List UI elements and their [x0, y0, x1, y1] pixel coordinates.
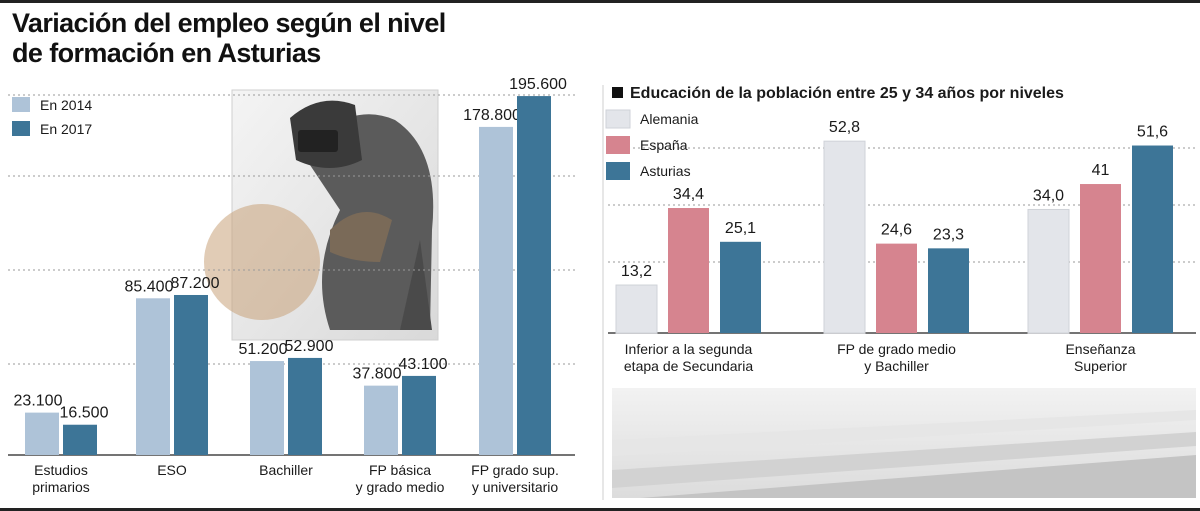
bar-2017	[288, 357, 322, 455]
chart-subtitle: Educación de la población entre 25 y 34 …	[630, 85, 1064, 102]
category-label: FP grado sup.	[471, 462, 559, 478]
page-title: Variación del empleo según el nivel de f…	[12, 8, 532, 68]
data-label: 16.500	[60, 405, 109, 422]
bar-2014	[364, 385, 398, 455]
title-square-icon	[612, 87, 623, 98]
category-label: Estudios	[34, 462, 88, 478]
bar-alemania	[1027, 208, 1070, 334]
bar-asturias	[720, 241, 761, 333]
category-label: FP de grado medio	[837, 341, 956, 357]
title-line-1: Variación del empleo según el nivel	[12, 8, 446, 38]
legend-label: En 2017	[40, 121, 92, 137]
bottom-rule	[0, 508, 1200, 511]
bar-asturias	[928, 248, 969, 333]
category-label: y grado medio	[356, 479, 445, 495]
category-label: FP básica	[369, 462, 431, 478]
bar-2014	[25, 412, 59, 455]
category-label: ESO	[157, 462, 187, 478]
data-label: 34,0	[1033, 187, 1064, 204]
bar-2017	[402, 375, 436, 455]
category-label: Bachiller	[259, 462, 313, 478]
bar-asturias	[1132, 145, 1173, 333]
bar-alemania	[615, 284, 658, 334]
data-label: 52,8	[829, 119, 860, 136]
legend-swatch	[12, 97, 30, 112]
category-label: y Bachiller	[864, 358, 929, 374]
legend-label: Alemania	[640, 111, 699, 127]
category-label: Enseñanza	[1065, 341, 1135, 357]
category-label: Superior	[1074, 358, 1127, 374]
data-label: 25,1	[725, 220, 756, 237]
data-label: 23,3	[933, 226, 964, 243]
bar-2017	[63, 424, 97, 455]
data-label: 87.200	[171, 275, 220, 292]
bar-2017	[517, 96, 551, 455]
legend-swatch	[606, 136, 630, 154]
bar-2014	[479, 126, 513, 455]
data-label: 51,6	[1137, 124, 1168, 141]
bar-españa	[1080, 184, 1121, 333]
category-label: etapa de Secundaria	[624, 358, 753, 374]
data-label: 13,2	[621, 263, 652, 280]
bar-alemania	[823, 140, 866, 334]
legend-swatch	[606, 162, 630, 180]
data-label: 52.900	[285, 338, 334, 355]
category-label: Inferior a la segunda	[625, 341, 753, 357]
category-label: y universitario	[472, 479, 559, 495]
top-rule	[0, 0, 1200, 3]
data-label: 24,6	[881, 222, 912, 239]
data-label: 43.100	[399, 356, 448, 373]
data-label: 195.600	[509, 76, 567, 93]
data-label: 23.100	[14, 393, 63, 410]
legend-label: Asturias	[640, 163, 691, 179]
legend-swatch	[605, 109, 631, 129]
education-chart: Educación de la población entre 25 y 34 …	[602, 85, 1196, 500]
bar-españa	[668, 208, 709, 333]
data-label: 37.800	[353, 366, 402, 383]
bar-2014	[250, 361, 284, 455]
classroom-photo	[612, 388, 1196, 498]
legend-label: España	[640, 137, 688, 153]
category-label: primarios	[32, 479, 90, 495]
legend-label: En 2014	[40, 97, 92, 113]
data-label: 51.200	[239, 341, 288, 358]
data-label: 41	[1092, 162, 1110, 179]
data-label: 85.400	[125, 278, 174, 295]
bar-españa	[876, 243, 917, 333]
bar-2017	[174, 294, 208, 455]
welder-photo	[204, 89, 439, 341]
title-line-2: de formación en Asturias	[12, 38, 321, 68]
data-label: 178.800	[463, 107, 521, 124]
legend-swatch	[12, 121, 30, 136]
bar-2014	[136, 298, 170, 455]
data-label: 34,4	[673, 186, 704, 203]
